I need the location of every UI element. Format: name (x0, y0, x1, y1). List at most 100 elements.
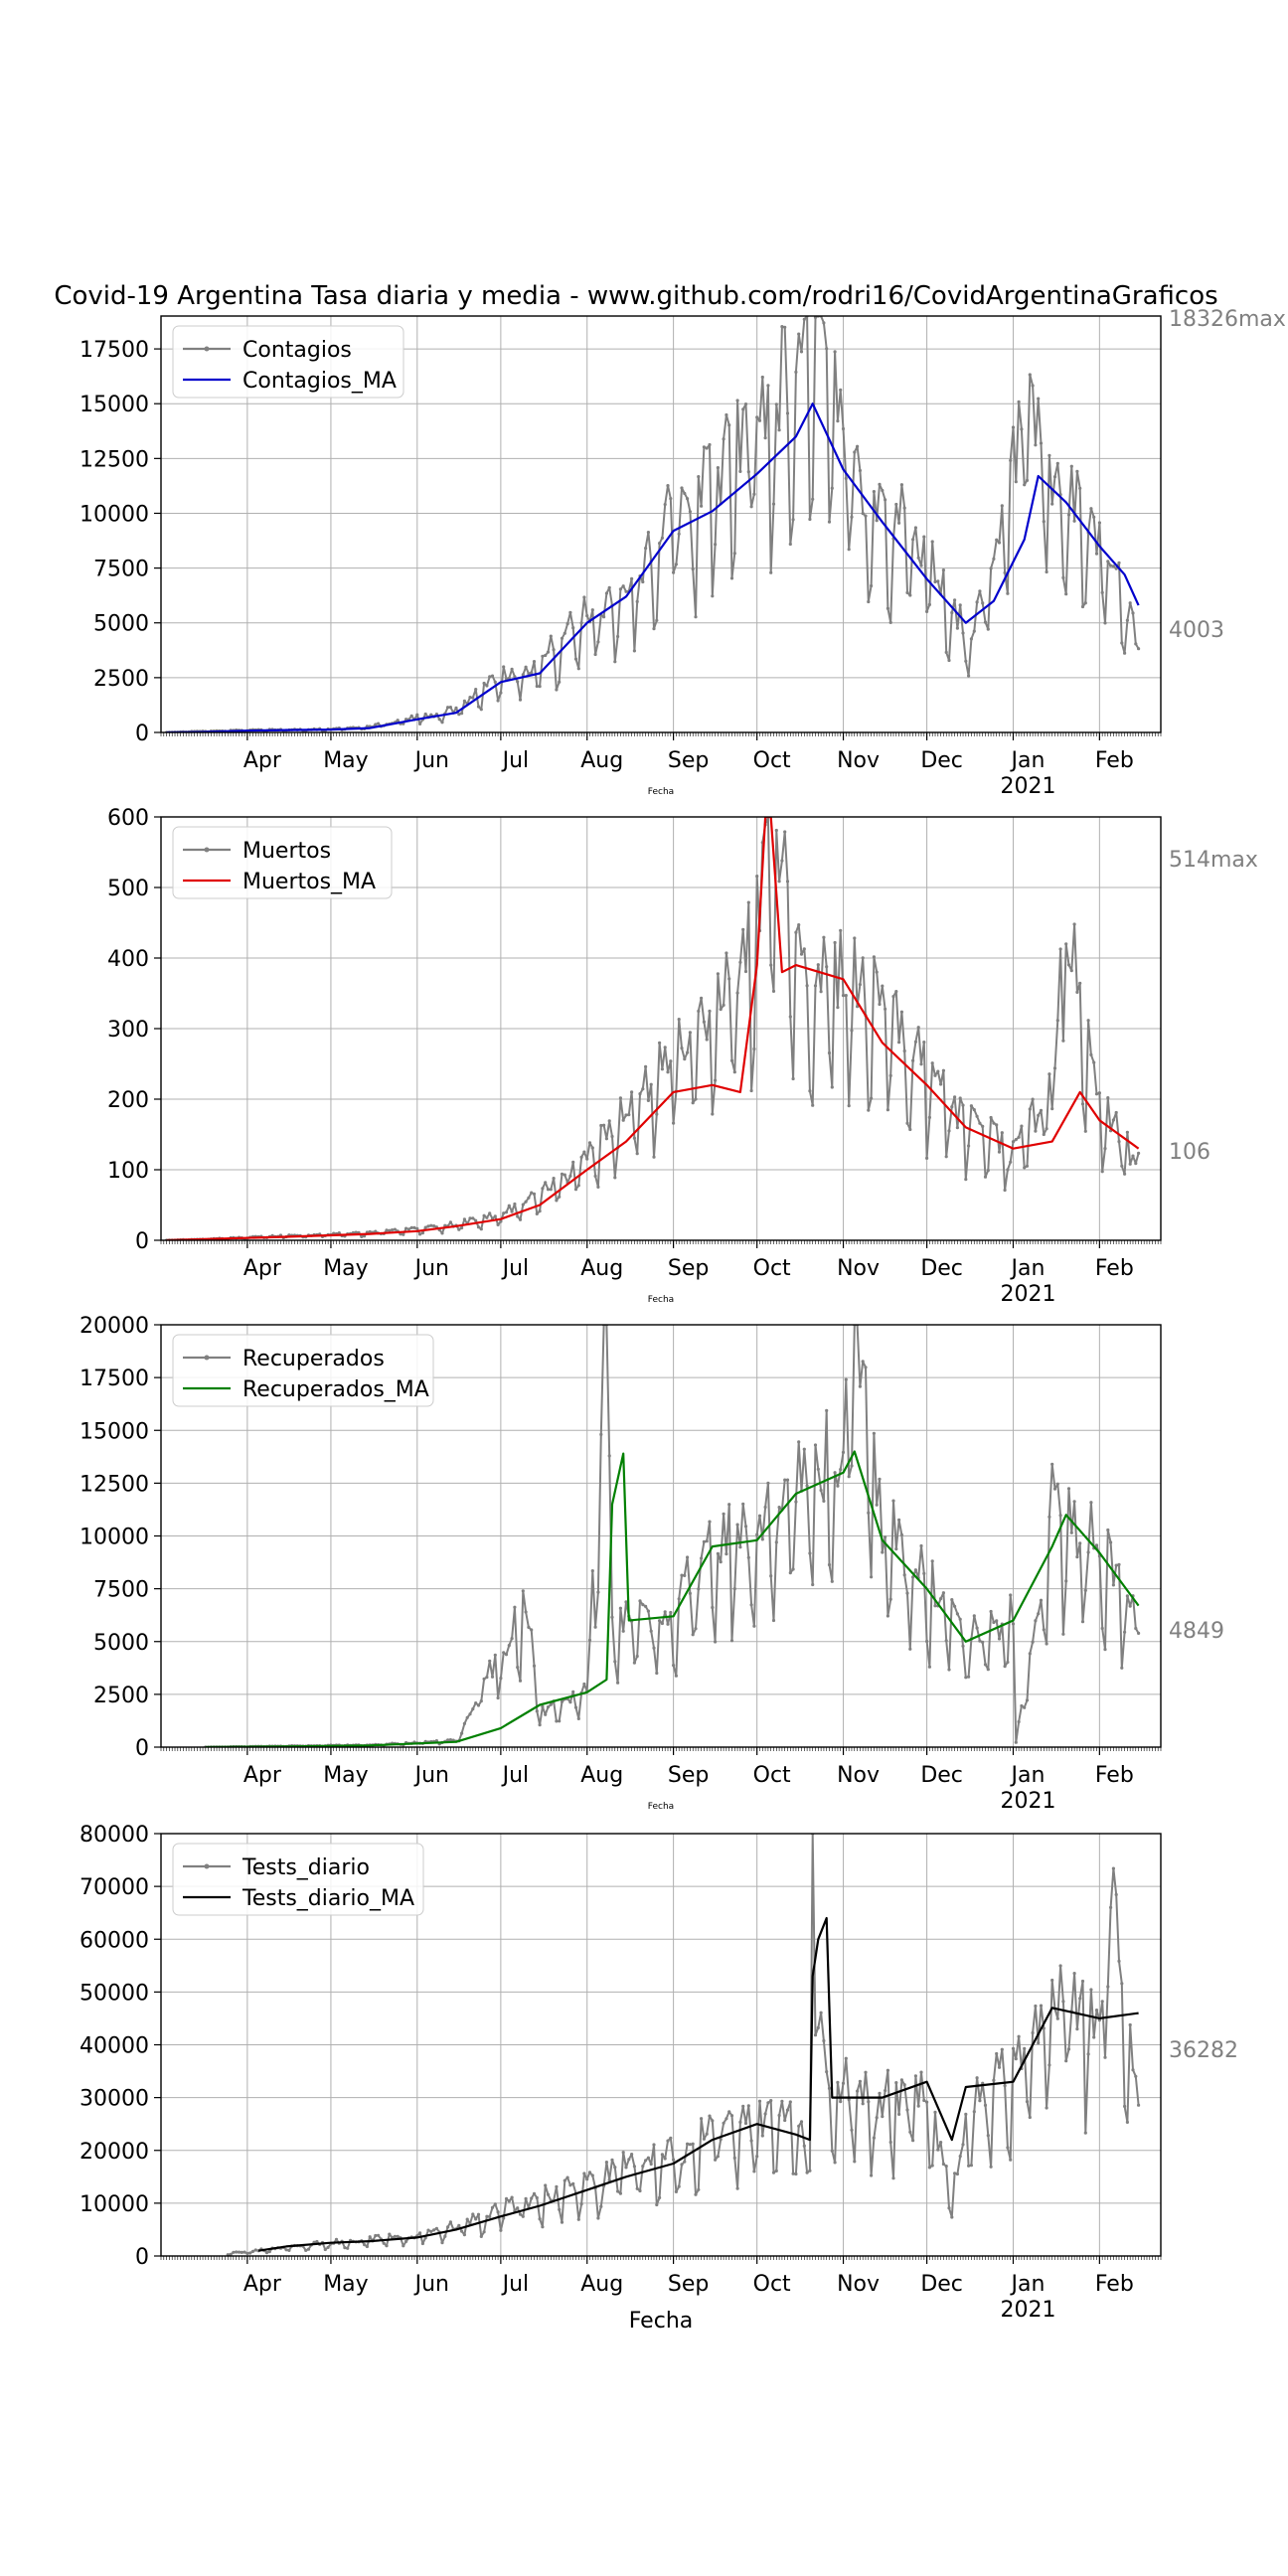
data-point (714, 1078, 718, 1082)
data-point (897, 1041, 901, 1045)
data-point (680, 486, 684, 490)
data-point (493, 2202, 497, 2206)
data-point (652, 627, 656, 631)
data-point (705, 1038, 709, 1042)
data-point (888, 2140, 892, 2145)
data-point (875, 2116, 879, 2120)
data-point (688, 1031, 693, 1035)
data-point (1025, 1164, 1030, 1168)
data-point (783, 1478, 787, 1482)
data-point (986, 1169, 990, 1173)
data-point (284, 2248, 288, 2252)
data-point (919, 564, 923, 567)
x-tick-label: Feb (1095, 2272, 1134, 2297)
data-point (724, 412, 728, 417)
data-point (593, 1174, 597, 1178)
data-point (805, 1484, 809, 1488)
data-point (983, 1175, 988, 1179)
data-point (658, 1619, 662, 1623)
data-point (1125, 618, 1129, 622)
data-point (1009, 2158, 1013, 2162)
data-point (992, 2078, 996, 2082)
data-point (771, 989, 776, 994)
data-point (1050, 1462, 1054, 1466)
data-point (716, 2155, 721, 2159)
data-point (995, 1619, 999, 1623)
data-point (1050, 1107, 1054, 1111)
data-point (1080, 1979, 1085, 1984)
data-point (672, 1664, 676, 1668)
annotation-label: 4003 (1169, 618, 1224, 643)
data-point (507, 1644, 511, 1648)
data-point (1094, 552, 1099, 556)
data-point (552, 648, 556, 652)
annotation-label: 36282 (1169, 2038, 1238, 2063)
data-point (858, 468, 863, 473)
data-point (490, 1675, 495, 1679)
data-point (1031, 2030, 1035, 2035)
data-point (708, 442, 712, 447)
data-point (1058, 947, 1062, 951)
data-point (813, 1443, 818, 1447)
data-point (908, 1127, 912, 1132)
data-point (769, 570, 773, 574)
data-point (878, 1002, 882, 1007)
data-point (1055, 1019, 1059, 1023)
data-point (1050, 502, 1054, 506)
data-point (1111, 564, 1115, 568)
data-point (532, 1192, 537, 1196)
data-point (666, 2139, 670, 2143)
data-point (822, 321, 826, 325)
data-point (716, 972, 721, 976)
data-point (490, 674, 495, 678)
data-point (485, 1676, 489, 1680)
data-point (771, 502, 776, 506)
data-point (415, 713, 419, 717)
data-point (1037, 1113, 1041, 1117)
data-point (913, 526, 918, 530)
data-point (813, 984, 818, 988)
data-point (404, 1226, 408, 1230)
data-point (941, 1591, 946, 1595)
year-label: 2021 (1000, 774, 1055, 799)
data-point (825, 347, 829, 351)
data-point (788, 2100, 792, 2104)
data-point (981, 1640, 985, 1644)
data-point (757, 2099, 762, 2103)
data-point (1080, 1620, 1085, 1624)
data-point (502, 1211, 506, 1215)
panel-contagios: 0 2500 5000 7500 10000 12500 15000 17500 Apr May J… (80, 307, 1286, 799)
data-point (613, 1176, 617, 1180)
year-label: 2021 (1000, 1789, 1055, 1814)
data-point (927, 1115, 932, 1119)
data-point (683, 1057, 687, 1061)
data-point (752, 2170, 756, 2174)
data-point (616, 1681, 620, 1685)
data-point (870, 2174, 874, 2177)
data-point (1009, 1593, 1013, 1597)
data-point (1100, 590, 1104, 594)
data-point (323, 2247, 327, 2252)
data-point (513, 675, 517, 679)
data-point (426, 1224, 430, 1228)
x-tick-label: Nov (837, 1256, 880, 1281)
y-tick-label: 20000 (80, 1314, 149, 1339)
data-point (688, 510, 693, 514)
data-point (346, 2246, 350, 2250)
data-point (897, 2112, 901, 2116)
data-point (1014, 480, 1018, 484)
data-point (836, 419, 840, 423)
data-point (958, 603, 962, 607)
data-point (811, 1582, 815, 1587)
data-point (905, 1121, 909, 1125)
data-point (544, 1712, 548, 1716)
data-point (393, 1227, 397, 1231)
data-point (596, 1590, 600, 1594)
x-tick-label: Nov (837, 748, 880, 773)
data-point (716, 1551, 721, 1555)
data-point (229, 2252, 233, 2256)
data-point (911, 2139, 915, 2143)
data-point (881, 984, 885, 988)
y-tick-label: 17500 (80, 1367, 149, 1391)
data-point (1055, 1482, 1059, 1486)
